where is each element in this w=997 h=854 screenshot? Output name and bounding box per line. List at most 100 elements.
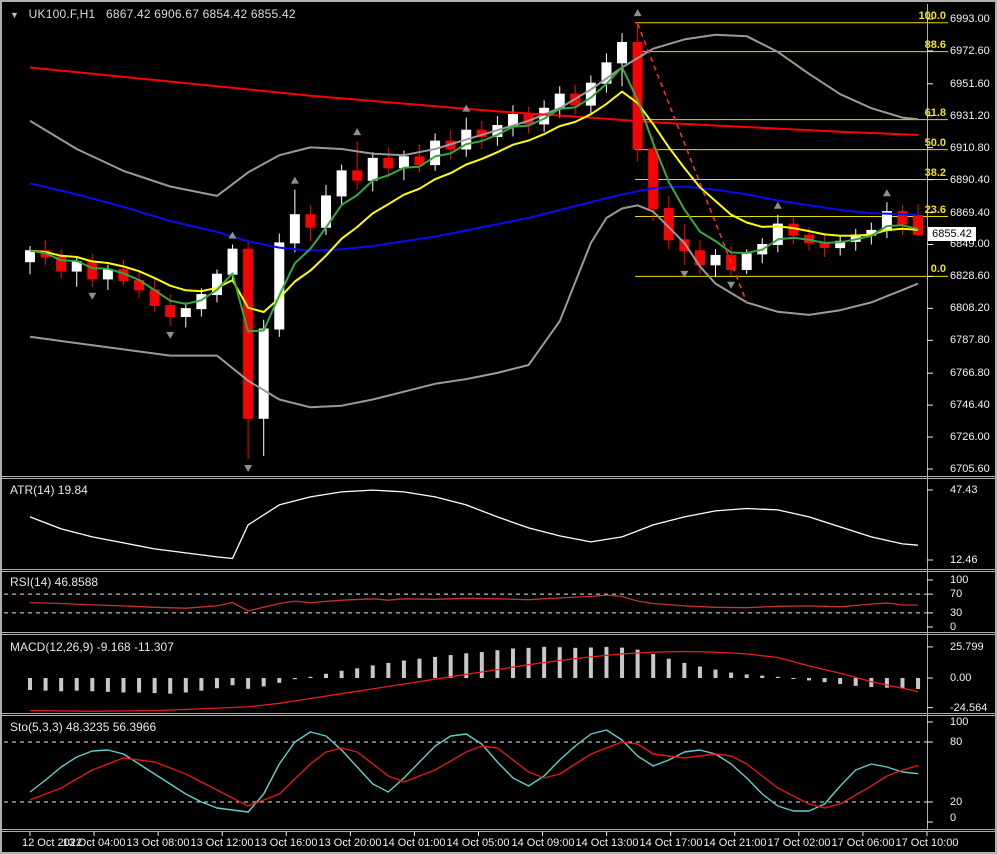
rsi-axis-label: 100 bbox=[950, 574, 969, 586]
fractal-down-arrow-icon bbox=[166, 331, 175, 339]
macd-histogram-bar bbox=[510, 648, 515, 678]
candle-body bbox=[913, 215, 924, 235]
macd-histogram-bar bbox=[744, 674, 749, 678]
price-axis-label: 6849.00 bbox=[950, 238, 990, 250]
macd-histogram-bar bbox=[900, 678, 905, 689]
fractal-down-arrow-icon bbox=[88, 292, 97, 300]
macd-histogram-bar bbox=[869, 678, 874, 688]
price-axis-label: 6808.20 bbox=[950, 302, 990, 314]
time-axis-label[interactable]: 17 Oct 06:00 bbox=[831, 837, 895, 849]
candle-body bbox=[336, 170, 347, 197]
price-axis-label: 6951.60 bbox=[950, 78, 990, 90]
candle-body bbox=[274, 242, 285, 330]
fast-ma-line-green bbox=[29, 66, 919, 333]
fib-level-label: 38.2 bbox=[924, 167, 946, 179]
candle-body bbox=[398, 156, 409, 169]
time-axis-label[interactable]: 13 Oct 16:00 bbox=[254, 837, 318, 849]
macd-histogram-bar bbox=[433, 656, 438, 678]
macd-histogram-bar bbox=[448, 655, 453, 678]
stochastic-indicator-label: Sto(5,3,3) 48.3235 56.3966 bbox=[10, 720, 157, 734]
time-axis-label[interactable]: 14 Oct 17:00 bbox=[639, 837, 703, 849]
macd-histogram-bar bbox=[277, 678, 282, 683]
stochastic-axis-label: 100 bbox=[950, 716, 969, 728]
atr-axis-label: 12.46 bbox=[950, 554, 978, 566]
fractal-up-arrow-icon bbox=[462, 104, 471, 112]
price-axis-label: 6726.00 bbox=[950, 431, 990, 443]
time-axis-label[interactable]: 17 Oct 10:00 bbox=[895, 837, 959, 849]
macd-histogram-bar bbox=[90, 678, 95, 692]
macd-histogram-bar bbox=[59, 678, 64, 692]
time-axis-label[interactable]: 13 Oct 20:00 bbox=[318, 837, 382, 849]
macd-axis-label: 25.799 bbox=[950, 641, 984, 653]
time-axis-label[interactable]: 14 Oct 05:00 bbox=[446, 837, 510, 849]
symbol-dropdown-icon[interactable]: ▼ bbox=[10, 10, 20, 20]
fractal-up-arrow-icon bbox=[633, 9, 642, 17]
macd-histogram-bar bbox=[884, 678, 889, 688]
time-axis-label[interactable]: 12 Oct 2022 bbox=[22, 837, 82, 849]
macd-histogram-bar bbox=[214, 678, 219, 689]
macd-histogram-bar bbox=[246, 678, 251, 689]
fractal-up-arrow-icon bbox=[773, 201, 782, 209]
candle-body bbox=[56, 256, 67, 272]
time-axis-label[interactable]: 13 Oct 08:00 bbox=[126, 837, 190, 849]
macd-histogram-bar bbox=[713, 669, 718, 678]
candle-body bbox=[243, 248, 254, 419]
candle-body bbox=[772, 223, 783, 245]
macd-histogram-bar bbox=[697, 666, 702, 678]
price-axis-label: 6993.00 bbox=[950, 13, 990, 25]
macd-histogram-bar bbox=[355, 668, 360, 678]
rsi-axis-label: 30 bbox=[950, 607, 963, 619]
candle-body bbox=[102, 269, 113, 280]
stochastic-axis-label: 20 bbox=[950, 796, 963, 808]
mid-ma-line-yellow bbox=[29, 90, 919, 313]
fib-level-label: 61.8 bbox=[924, 107, 946, 119]
candle-body bbox=[383, 157, 394, 169]
atr-axis-label: 47.43 bbox=[950, 484, 978, 496]
macd-histogram-bar bbox=[370, 665, 375, 678]
time-axis-label[interactable]: 17 Oct 02:00 bbox=[767, 837, 831, 849]
stochastic-axis-label: 80 bbox=[950, 736, 963, 748]
price-axis-label: 6787.80 bbox=[950, 334, 990, 346]
candle-body bbox=[648, 148, 659, 209]
time-axis-label[interactable]: 14 Oct 13:00 bbox=[575, 837, 639, 849]
fib-level-label: 88.6 bbox=[924, 39, 946, 51]
candle-body bbox=[741, 253, 752, 271]
fractal-up-arrow-icon bbox=[882, 189, 891, 197]
price-axis-label: 6746.40 bbox=[950, 399, 990, 411]
macd-histogram-bar bbox=[666, 658, 671, 678]
chart-title-bar: ▼ UK100.F,H1 6867.42 6906.67 6854.42 685… bbox=[10, 7, 296, 21]
time-axis-label[interactable]: 13 Oct 12:00 bbox=[190, 837, 254, 849]
time-axis-label[interactable]: 13 Oct 04:00 bbox=[62, 837, 126, 849]
time-axis-label[interactable]: 14 Oct 01:00 bbox=[382, 837, 446, 849]
macd-histogram-bar bbox=[495, 650, 500, 678]
macd-histogram-bar bbox=[386, 662, 391, 678]
atr-line bbox=[29, 489, 919, 560]
candle-body bbox=[180, 308, 191, 317]
fractal-up-arrow-icon bbox=[290, 176, 299, 184]
price-axis-label: 6705.60 bbox=[950, 463, 990, 475]
descending-trendline[interactable] bbox=[636, 23, 748, 303]
macd-histogram-bar bbox=[791, 678, 796, 679]
candle-body bbox=[897, 211, 908, 225]
rsi-axis-label: 70 bbox=[950, 588, 963, 600]
macd-signal-line bbox=[29, 650, 919, 712]
candle-body bbox=[617, 41, 628, 64]
candle-body bbox=[305, 214, 316, 228]
price-axis-label: 6931.20 bbox=[950, 110, 990, 122]
current-price-badge: 6855.42 bbox=[928, 227, 976, 241]
macd-histogram-bar bbox=[822, 678, 827, 683]
fib-level-label: 0.0 bbox=[930, 263, 946, 275]
time-axis-label[interactable]: 14 Oct 21:00 bbox=[703, 837, 767, 849]
macd-histogram-bar bbox=[230, 678, 235, 686]
stochastic-signal-line bbox=[29, 741, 919, 809]
fib-level-label: 23.6 bbox=[924, 204, 946, 216]
macd-histogram-bar bbox=[261, 678, 266, 687]
slow-ma-line-blue bbox=[29, 182, 919, 252]
time-axis-label[interactable]: 14 Oct 09:00 bbox=[511, 837, 575, 849]
fractal-down-arrow-icon bbox=[244, 464, 253, 472]
price-axis-label: 6890.40 bbox=[950, 174, 990, 186]
price-axis-label: 6869.40 bbox=[950, 207, 990, 219]
price-axis-label: 6972.60 bbox=[950, 45, 990, 57]
